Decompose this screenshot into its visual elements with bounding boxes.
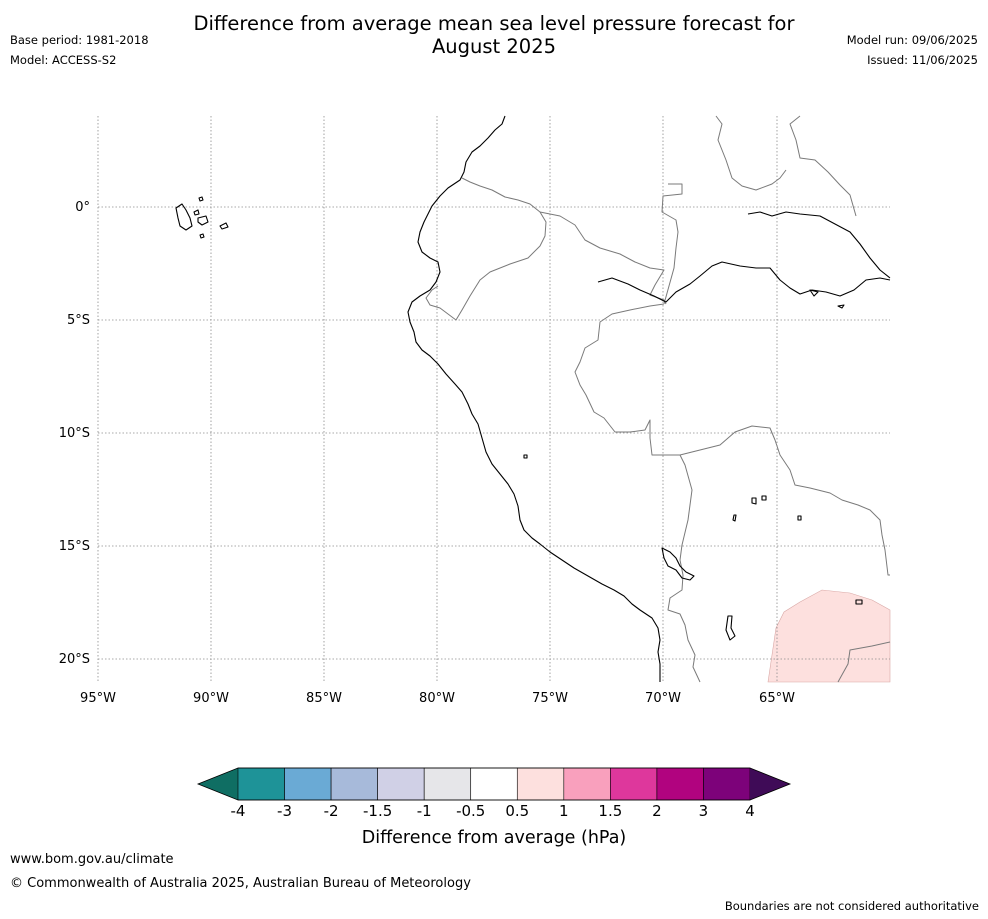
colorbar-tick-2: -2 bbox=[324, 802, 339, 820]
coast-amazon-north bbox=[747, 211, 891, 279]
title-line-2: August 2025 bbox=[431, 35, 557, 58]
model-name: Model: ACCESS-S2 bbox=[10, 53, 117, 67]
border-bolivia-east bbox=[789, 115, 857, 217]
colorbar-tick-1: -3 bbox=[277, 802, 292, 820]
colorbar-bin-10 bbox=[703, 767, 751, 801]
coast-galapagos-santa-cruz bbox=[197, 215, 209, 226]
lon-label-4: 75°W bbox=[532, 691, 568, 706]
footer-url: www.bom.gov.au/climate bbox=[10, 852, 174, 867]
lon-label-2: 85°W bbox=[306, 691, 342, 706]
latitude-labels: 0° 5°S 10°S 15°S 20°S bbox=[59, 200, 90, 667]
country-borders bbox=[425, 115, 891, 683]
border-colombia-east bbox=[661, 183, 683, 305]
meta-right: Model run: 09/06/2025 Issued: 11/06/2025 bbox=[847, 30, 978, 70]
lon-label-5: 70°W bbox=[645, 691, 681, 706]
colorbar-bin-6 bbox=[516, 767, 565, 801]
coast-pacific-south-america bbox=[407, 115, 661, 682]
footer-disclaimer: Boundaries are not considered authoritat… bbox=[724, 899, 979, 913]
colorbar-ticks: -4 -3 -2 -1.5 -1 -0.5 0.5 1 1.5 2 3 4 bbox=[231, 802, 755, 820]
issued-date: Issued: 11/06/2025 bbox=[867, 53, 978, 67]
colorbar-tick-6: 0.5 bbox=[505, 802, 529, 820]
colorbar-bin-3 bbox=[377, 767, 425, 801]
colorbar-tick-11: 4 bbox=[745, 802, 755, 820]
coast-island-peru bbox=[523, 454, 528, 459]
lat-label-3: 15°S bbox=[59, 539, 90, 554]
coast-galapagos-small bbox=[193, 196, 205, 239]
coast-lake-3 bbox=[809, 289, 863, 605]
colorbar-under-arrow bbox=[198, 768, 238, 800]
lon-label-3: 80°W bbox=[419, 691, 455, 706]
colorbar-outline bbox=[196, 767, 792, 801]
colorbar-bin-7 bbox=[563, 767, 611, 801]
colorbar-label: Difference from average (hPa) bbox=[362, 828, 627, 848]
lat-label-1: 5°S bbox=[67, 313, 90, 328]
colorbar-bin-2 bbox=[330, 767, 378, 801]
colorbar-bins bbox=[237, 767, 751, 801]
border-chile-argentina bbox=[837, 641, 891, 683]
title-line-1: Difference from average mean sea level p… bbox=[193, 12, 795, 35]
border-colombia-ecuador bbox=[425, 177, 547, 321]
colorbar-bin-9 bbox=[656, 767, 704, 801]
colorbar-over-arrow bbox=[750, 768, 790, 800]
colorbar-tick-0: -4 bbox=[231, 802, 246, 820]
border-colombia-venezuela bbox=[715, 115, 787, 191]
meta-left: Base period: 1981-2018 Model: ACCESS-S2 bbox=[10, 30, 149, 70]
lon-label-6: 65°W bbox=[759, 691, 795, 706]
model-run: Model run: 09/06/2025 bbox=[846, 33, 978, 47]
colorbar-bin-4 bbox=[423, 767, 472, 801]
lon-label-0: 95°W bbox=[80, 691, 116, 706]
colorbar-tick-3: -1.5 bbox=[363, 802, 392, 820]
colorbar-tick-8: 1.5 bbox=[598, 802, 622, 820]
coast-lake-1 bbox=[732, 495, 802, 522]
colorbar-tick-5: -0.5 bbox=[456, 802, 485, 820]
coast-amazon-south bbox=[597, 261, 891, 303]
base-period: Base period: 1981-2018 bbox=[10, 33, 149, 47]
coast-galapagos-san-cristobal bbox=[219, 222, 229, 230]
colorbar-tick-4: -1 bbox=[417, 802, 432, 820]
lon-label-1: 90°W bbox=[193, 691, 229, 706]
coast-galapagos-isabela bbox=[175, 203, 193, 231]
border-colombia-brazil bbox=[539, 211, 667, 305]
colorbar: -4 -3 -2 -1.5 -1 -0.5 0.5 1 1.5 2 3 4 Difference fr… bbox=[196, 767, 792, 848]
graticule bbox=[97, 116, 890, 682]
colorbar-tick-9: 2 bbox=[652, 802, 662, 820]
lat-label-4: 20°S bbox=[59, 652, 90, 667]
coast-titicaca bbox=[661, 547, 695, 581]
lat-label-2: 10°S bbox=[59, 426, 90, 441]
colorbar-bin-8 bbox=[610, 767, 658, 801]
colorbar-tick-7: 1 bbox=[559, 802, 569, 820]
border-peru-brazil bbox=[574, 303, 693, 561]
border-bolivia-chile bbox=[667, 559, 701, 683]
colorbar-tick-10: 3 bbox=[699, 802, 709, 820]
lat-label-0: 0° bbox=[75, 200, 90, 215]
anomaly-region-positive bbox=[767, 589, 891, 683]
border-brazil-bolivia bbox=[679, 425, 890, 576]
coastlines bbox=[175, 115, 891, 682]
colorbar-bin-0 bbox=[237, 767, 285, 801]
colorbar-bin-5 bbox=[470, 767, 518, 801]
coast-lake-2 bbox=[725, 615, 736, 641]
footer-copyright: © Commonwealth of Australia 2025, Austra… bbox=[10, 876, 471, 891]
longitude-labels: 95°W 90°W 85°W 80°W 75°W 70°W 65°W bbox=[80, 691, 795, 706]
map-title: Difference from average mean sea level p… bbox=[0, 12, 988, 58]
colorbar-bin-1 bbox=[284, 767, 332, 801]
